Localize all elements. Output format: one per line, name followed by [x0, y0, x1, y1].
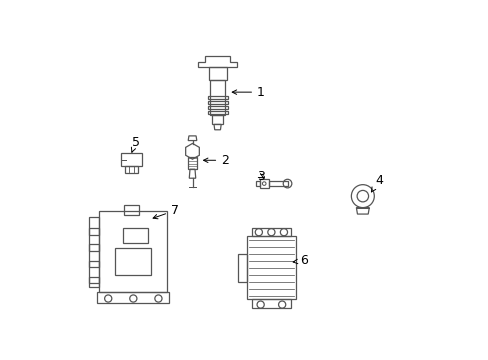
- Text: 3: 3: [257, 170, 264, 183]
- Text: 1: 1: [232, 86, 264, 99]
- Text: 7: 7: [153, 204, 179, 219]
- Text: 5: 5: [131, 136, 139, 152]
- Text: 6: 6: [293, 254, 307, 267]
- Text: 4: 4: [370, 174, 383, 192]
- Text: 2: 2: [203, 154, 228, 167]
